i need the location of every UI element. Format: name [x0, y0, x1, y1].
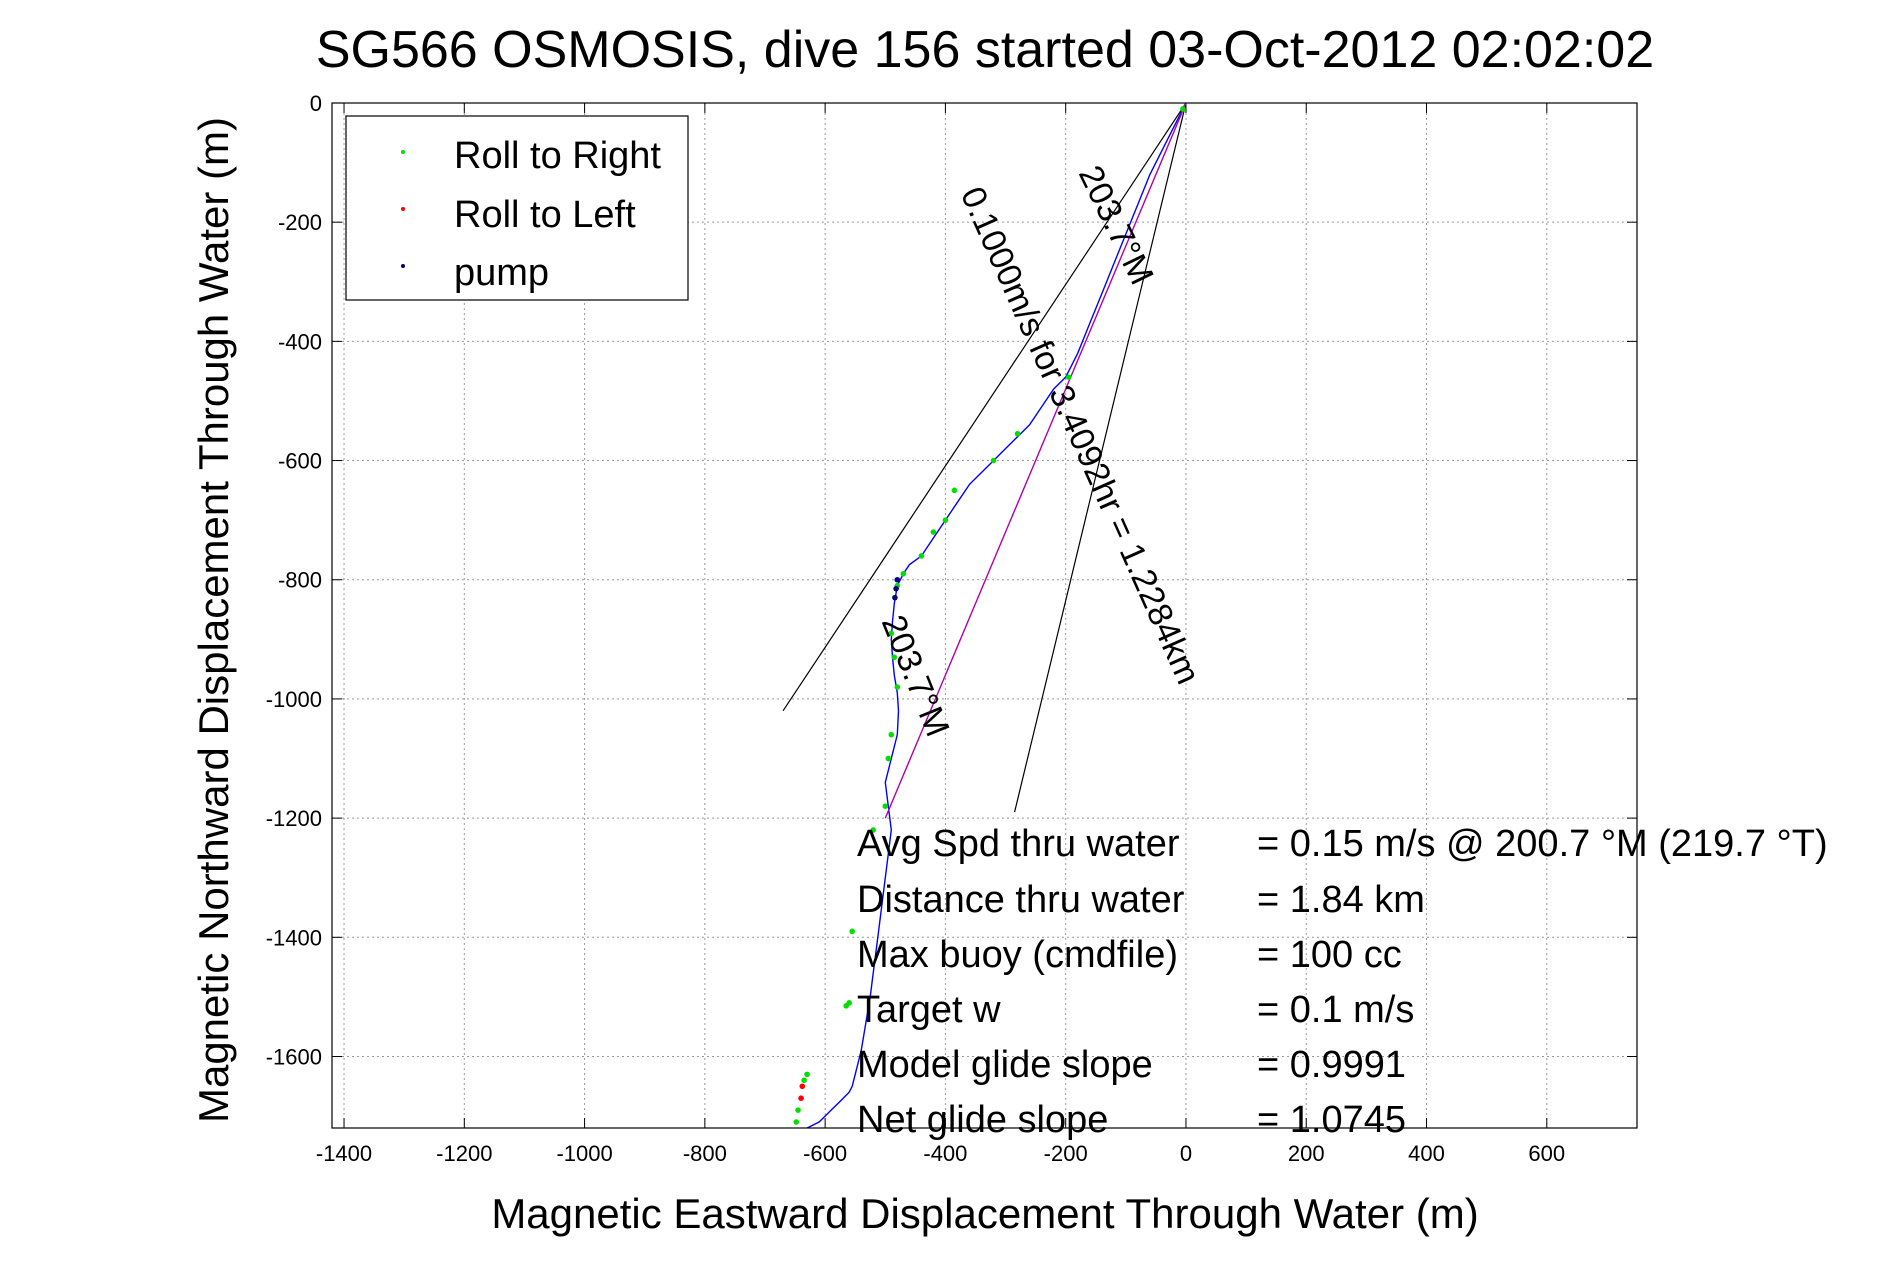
heading-line: [782, 103, 1187, 712]
roll-right-point: [804, 1071, 810, 1078]
roll-right-point: [843, 1003, 849, 1009]
stat-label-model-glide: Model glide slope: [857, 1044, 1153, 1086]
y-tick-label: -1600: [266, 1044, 322, 1069]
stat-value-target-w: = 0.1 m/s: [1257, 989, 1414, 1031]
roll-right-point: [795, 1107, 801, 1113]
y-tick-label: -400: [278, 329, 322, 354]
series-group: [805, 103, 1187, 1128]
y-tick-label: -600: [278, 449, 322, 474]
stat-label-distance: Distance thru water: [857, 879, 1185, 921]
stat-label-avg-speed: Avg Spd thru water: [857, 823, 1180, 865]
roll-right-point: [990, 457, 997, 464]
roll-right-point: [882, 803, 889, 809]
roll-right-point: [942, 517, 949, 523]
roll-left-point: [799, 1083, 806, 1090]
x-tick-label: 0: [1180, 1141, 1192, 1166]
legend-label-roll-right: Roll to Right: [454, 135, 661, 177]
roll-right-point: [888, 630, 895, 637]
legend-label-pump: pump: [454, 252, 549, 294]
roll-right-point: [885, 755, 892, 762]
roll-right-point: [1014, 430, 1021, 437]
legend-marker-roll-right: [401, 150, 405, 154]
roll-right-point: [793, 1119, 800, 1125]
stat-label-target-w: Target w: [857, 989, 1001, 1031]
stat-value-model-glide: = 0.9991: [1257, 1044, 1406, 1086]
y-tick-label: 0: [310, 91, 322, 116]
y-tick-label: -1000: [266, 687, 322, 712]
stat-value-net-glide: = 1.0745: [1257, 1099, 1406, 1141]
legend: Roll to Right Roll to Left pump: [345, 115, 689, 301]
roll-right-point: [894, 684, 901, 690]
stat-value-max-buoy: = 100 cc: [1257, 934, 1402, 976]
roll-right-point: [1180, 106, 1186, 112]
series-line-0: [805, 103, 1187, 1128]
stat-label-max-buoy: Max buoy (cmdfile): [857, 934, 1178, 976]
heading-line: [1013, 103, 1187, 813]
roll-right-point: [870, 827, 877, 833]
legend-label-roll-left: Roll to Left: [454, 194, 636, 236]
plot-frame: [331, 102, 1638, 1129]
stats-block: Avg Spd thru water = 0.15 m/s @ 200.7 °M…: [857, 823, 1828, 1141]
x-tick-label: 600: [1528, 1141, 1565, 1166]
x-axis-ticks: -1400 -1200 -1000 -800 -600 -400 -200 0 200 400 60…: [316, 103, 1565, 1166]
x-tick-label: -200: [1044, 1141, 1088, 1166]
stat-label-net-glide: Net glide slope: [857, 1099, 1108, 1141]
x-tick-label: 200: [1288, 1141, 1325, 1166]
pump-point: [892, 594, 898, 601]
roll-right-point: [801, 1077, 807, 1084]
y-tick-label: -200: [278, 210, 322, 235]
legend-marker-roll-left: [401, 207, 405, 211]
x-tick-label: -1000: [556, 1141, 612, 1166]
roll-right-point: [1065, 374, 1072, 380]
x-tick-label: -1200: [436, 1141, 492, 1166]
stat-value-avg-speed: = 0.15 m/s @ 200.7 °M (219.7 °T): [1257, 823, 1828, 865]
y-tick-label: -1200: [266, 806, 322, 831]
y-axis-label: Magnetic Northward Displacement Through …: [190, 117, 237, 1123]
x-tick-label: -1400: [316, 1141, 372, 1166]
x-tick-label: -800: [683, 1141, 727, 1166]
x-axis-label: Magnetic Eastward Displacement Through W…: [491, 1190, 1478, 1237]
pump-point: [893, 585, 899, 592]
roll-right-point: [849, 928, 855, 935]
x-tick-label: -600: [803, 1141, 847, 1166]
series-line-1: [884, 103, 1187, 819]
chart-title: SG566 OSMOSIS, dive 156 started 03-Oct-2…: [316, 21, 1654, 79]
roll-right-point: [891, 654, 898, 661]
roll-right-point: [888, 731, 895, 738]
roll-right-point: [918, 553, 925, 559]
y-tick-label: -1400: [266, 925, 322, 950]
roll-right-point: [951, 487, 958, 494]
heading-lines: [782, 103, 1187, 813]
pump-point: [894, 576, 901, 583]
x-tick-label: -400: [923, 1141, 967, 1166]
roll-right-point: [930, 529, 937, 535]
legend-marker-pump: [401, 264, 405, 268]
y-tick-label: -800: [278, 568, 322, 593]
roll-right-point: [900, 570, 907, 577]
y-axis-ticks: 0 -200 -400 -600 -800 -1000 -1200 -1400 -1600: [266, 91, 1637, 1069]
roll-left-point: [798, 1095, 804, 1102]
stat-value-distance: = 1.84 km: [1257, 879, 1425, 921]
x-tick-label: 400: [1408, 1141, 1445, 1166]
marker-group: [793, 106, 1186, 1125]
